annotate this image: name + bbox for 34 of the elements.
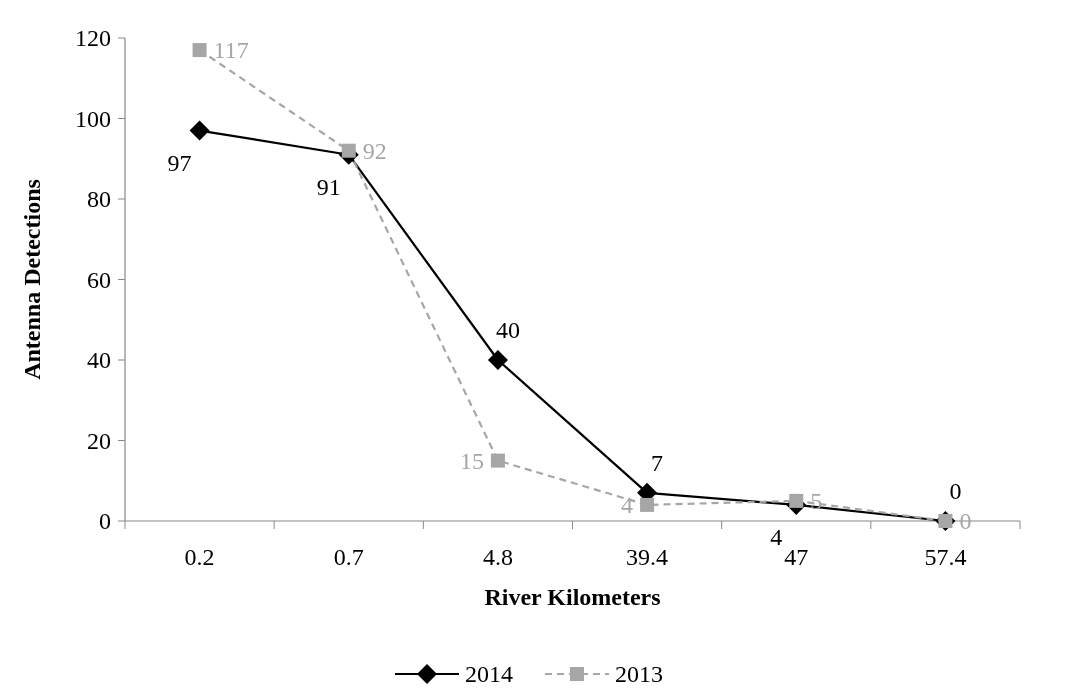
x-tick-label: 0.7 [333, 544, 364, 570]
legend-label: 2014 [465, 661, 513, 687]
x-axis-title: River Kilometers [484, 584, 661, 610]
point [640, 497, 655, 512]
data-label: 7 [651, 449, 664, 476]
data-label: 4 [621, 491, 634, 518]
y-tick-label: 40 [87, 347, 111, 373]
point [487, 350, 508, 370]
data-label: 91 [316, 173, 341, 200]
y-tick-label: 120 [75, 25, 111, 51]
x-tick-label: 4.8 [482, 544, 513, 570]
y-tick-label: 0 [99, 508, 111, 534]
y-tick-label: 100 [75, 105, 111, 132]
point [192, 43, 207, 58]
point [189, 120, 210, 141]
data-label: 15 [459, 447, 484, 474]
y-tick-label: 80 [87, 186, 111, 212]
point [490, 453, 505, 468]
y-axis-title: Antenna Detections [19, 179, 45, 380]
point [341, 143, 356, 158]
x-tick-label: 47 [784, 544, 809, 570]
data-label: 4 [770, 523, 783, 550]
data-label: 92 [362, 137, 387, 164]
point [789, 493, 804, 508]
data-label: 97 [167, 149, 192, 176]
x-tick-label: 0.2 [184, 544, 215, 570]
data-label: 40 [495, 317, 520, 343]
legend-label: 2013 [615, 661, 663, 687]
data-label: 0 [949, 478, 962, 504]
y-tick-label: 20 [87, 427, 111, 454]
x-tick-label: 57.4 [924, 544, 967, 570]
y-tick-label: 60 [87, 266, 111, 293]
data-label: 117 [213, 37, 249, 64]
x-tick-label: 39.4 [626, 544, 669, 570]
